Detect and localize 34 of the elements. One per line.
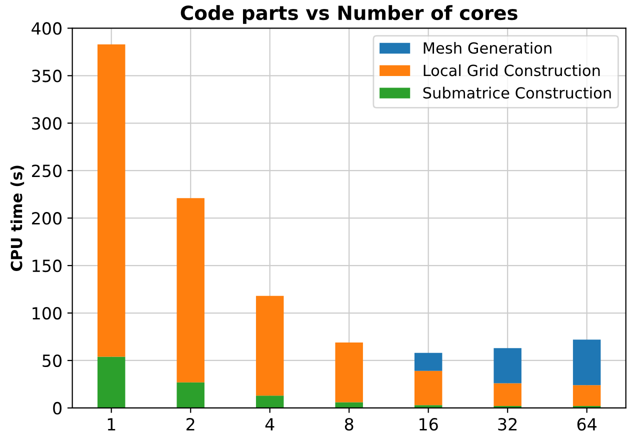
bar [176, 198, 204, 382]
bar [414, 352, 442, 371]
bar [572, 385, 601, 406]
x-tick-label: 16 [420, 418, 438, 431]
bar [414, 370, 442, 406]
bar [256, 396, 284, 408]
legend-label: Submatrice Construction [423, 86, 611, 99]
chart-title: Code parts vs Number of cores [180, 5, 518, 24]
y-tick-label: 200 [32, 212, 62, 225]
x-tick-label: 64 [577, 418, 596, 431]
y-tick-label: 100 [32, 306, 62, 320]
x-tick-label: 8 [344, 418, 354, 431]
y-axis-title: CPU time (s) [10, 166, 24, 271]
bar [176, 382, 204, 408]
bar [335, 342, 363, 402]
legend-label: Local Grid Construction [424, 64, 600, 76]
legend-label: Mesh Generation [424, 42, 552, 54]
y-tick-label: 250 [32, 164, 62, 178]
bar [494, 348, 522, 384]
y-tick-label: 350 [32, 70, 62, 82]
bar [256, 296, 284, 396]
y-tick-label: 400 [32, 22, 62, 35]
bar [97, 356, 126, 408]
x-tick-label: 4 [265, 418, 274, 430]
y-tick-label: 150 [32, 260, 62, 272]
x-tick-label: 2 [186, 418, 194, 430]
bar [572, 340, 601, 386]
bar [494, 383, 522, 406]
y-tick-label: 0 [53, 402, 62, 415]
x-tick-label: 1 [108, 418, 116, 430]
x-tick-label: 32 [498, 418, 517, 431]
y-tick-label: 300 [32, 117, 62, 130]
y-tick-label: 50 [42, 354, 62, 368]
bar [97, 44, 126, 357]
